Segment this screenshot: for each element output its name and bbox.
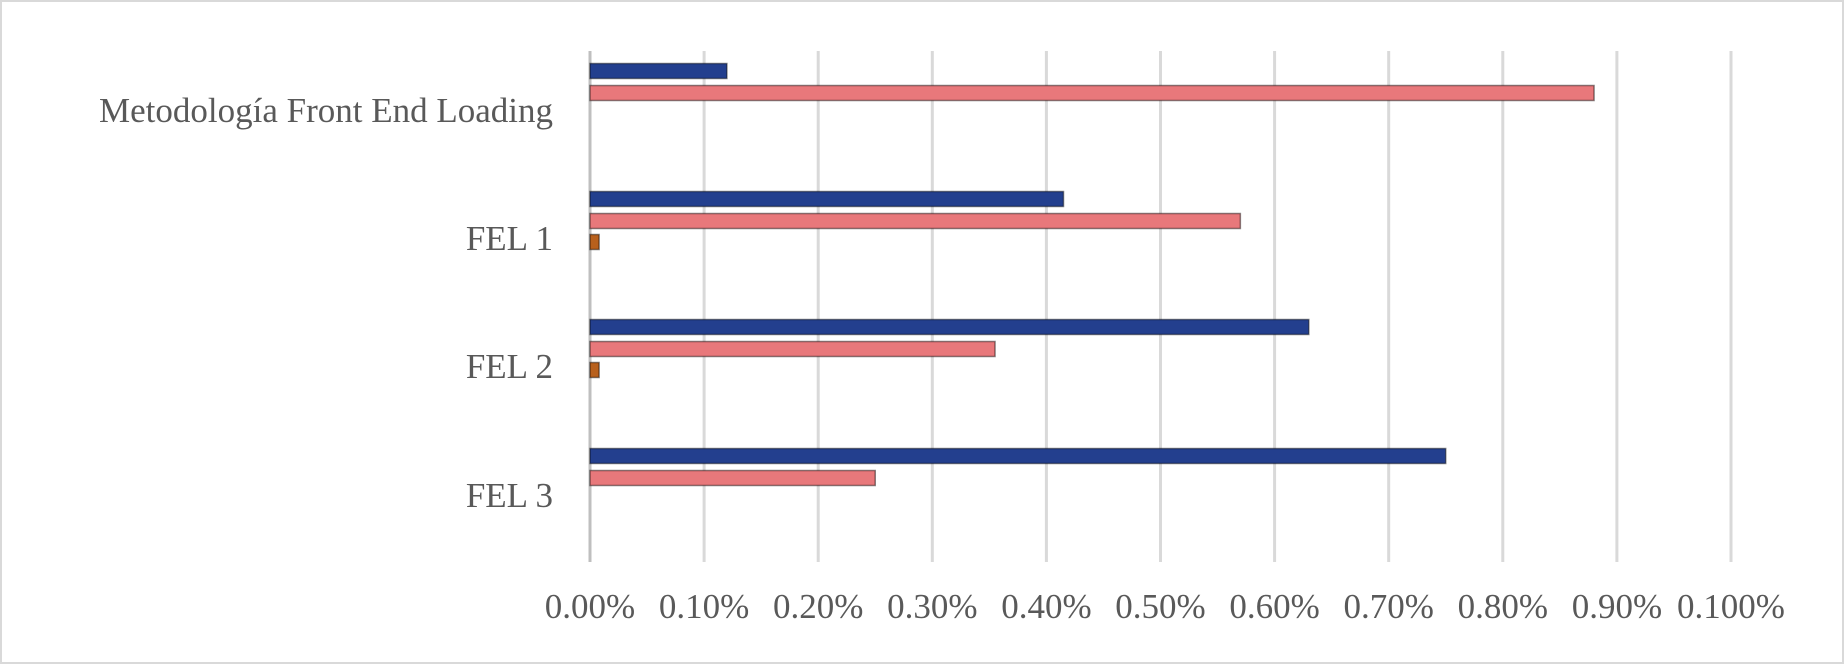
bar [589, 190, 1065, 208]
bar [589, 469, 876, 487]
bar [589, 318, 1310, 336]
x-tick-label: 0.00% [545, 587, 635, 626]
x-tick-label: 0.60% [1229, 587, 1319, 626]
bar [589, 233, 600, 251]
bar [589, 84, 1595, 102]
bar [589, 447, 1447, 465]
bar [589, 361, 600, 379]
x-tick-label: 0.20% [773, 587, 863, 626]
x-tick-label: 0.70% [1343, 587, 1433, 626]
x-tick-label: 0.100% [1677, 587, 1785, 626]
y-tick-label: FEL 1 [466, 219, 553, 258]
x-tick-label: 0.90% [1572, 587, 1662, 626]
y-tick-label: FEL 2 [466, 347, 553, 386]
bar [589, 340, 996, 358]
x-tick-label: 0.80% [1458, 587, 1548, 626]
x-tick-label: 0.30% [887, 587, 977, 626]
x-tick-label: 0.10% [659, 587, 749, 626]
x-tick-label: 0.40% [1001, 587, 1091, 626]
bar [589, 212, 1242, 230]
bar [589, 62, 728, 80]
x-tick-label: 0.50% [1115, 587, 1205, 626]
y-tick-label: FEL 3 [466, 476, 553, 515]
y-tick-label: Metodología Front End Loading [99, 91, 553, 130]
